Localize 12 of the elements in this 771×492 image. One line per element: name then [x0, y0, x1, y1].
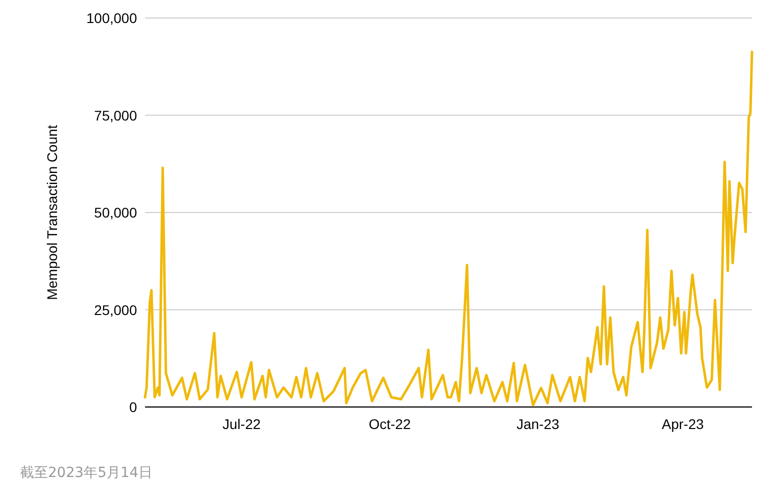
y-tick-label: 25,000 [94, 302, 138, 318]
y-tick-label: 0 [129, 399, 138, 415]
y-tick-label: 75,000 [94, 107, 138, 124]
y-axis-title: Mempool Transaction Count [44, 124, 60, 300]
x-tick-label: Apr-23 [662, 416, 704, 432]
text: 截至2023年5月14日 [20, 465, 152, 481]
y-tick-label: 50,000 [94, 204, 138, 220]
line-series [144, 50, 754, 406]
x-tick-label: Oct-22 [368, 416, 411, 432]
x-tick-label: Jan-23 [516, 416, 560, 432]
y-tick-label: 100,000 [86, 10, 138, 26]
x-tick-label: Jul-22 [222, 416, 261, 432]
